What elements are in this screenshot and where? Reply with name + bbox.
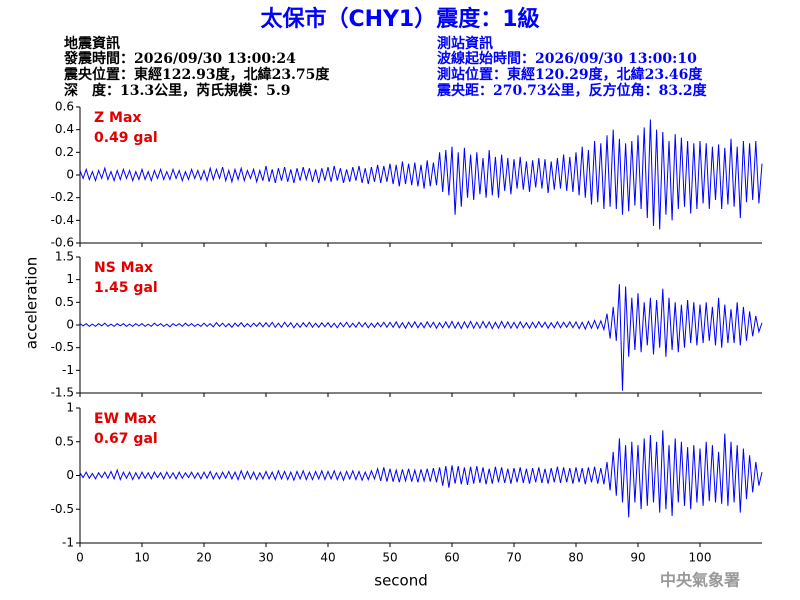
x-tick-label: 60: [444, 551, 459, 565]
y-axis-label: acceleration: [23, 257, 41, 349]
annotation: EW Max: [94, 411, 156, 427]
y-tick-label: -0.4: [51, 213, 74, 227]
y-tick-label: 0.5: [55, 434, 74, 448]
annotation: Z Max: [94, 110, 141, 126]
header-right: 波線起始時間：2026/09/30 13:00:10: [437, 50, 697, 67]
y-tick-label: 0: [66, 168, 74, 182]
header-left: 地震資訊: [64, 35, 120, 52]
y-tick-label: 0: [66, 318, 74, 332]
y-tick-label: -1.5: [51, 386, 74, 400]
watermark: 中央氣象署: [660, 571, 740, 590]
y-tick-label: 0.5: [55, 295, 74, 309]
y-tick-label: 0.2: [55, 145, 74, 159]
y-tick-label: 0: [66, 468, 74, 482]
y-tick-label: 1: [66, 401, 74, 415]
waveform: [79, 119, 763, 230]
x-tick-label: 30: [258, 551, 273, 565]
x-tick-label: 0: [76, 551, 84, 565]
waveform: [79, 284, 763, 391]
title: 太保市（CHY1）震度：1級: [260, 6, 539, 32]
header-left: 深 度：13.3公里，芮氏規模：5.9: [64, 82, 290, 99]
header-left: 震央位置：東經122.93度，北緯23.75度: [63, 66, 330, 83]
x-tick-label: 50: [382, 551, 397, 565]
annotation: NS Max: [94, 260, 153, 276]
waveform: [79, 430, 763, 518]
x-tick-label: 70: [506, 551, 521, 565]
header-left: 發震時間：2026/09/30 13:00:24: [63, 50, 296, 67]
x-tick-label: 40: [320, 551, 335, 565]
x-tick-label: 80: [568, 551, 583, 565]
y-tick-label: -1: [62, 363, 74, 377]
annotation: 1.45 gal: [94, 280, 158, 296]
x-tick-label: 10: [134, 551, 149, 565]
y-tick-label: -0.5: [51, 340, 74, 354]
y-tick-label: 0.4: [55, 122, 74, 136]
x-axis-label: second: [374, 572, 428, 590]
y-tick-label: -0.2: [51, 190, 74, 204]
y-tick-label: 1.5: [55, 250, 74, 264]
annotation: 0.67 gal: [94, 431, 158, 447]
annotation: 0.49 gal: [94, 130, 158, 146]
x-tick-label: 100: [689, 551, 712, 565]
header-right: 測站位置：東經120.29度，北緯23.46度: [437, 66, 703, 83]
y-tick-label: 0.6: [55, 100, 74, 114]
y-tick-label: -1: [62, 536, 74, 550]
y-tick-label: 1: [66, 272, 74, 286]
header-right: 測站資訊: [437, 35, 493, 52]
x-tick-label: 20: [196, 551, 211, 565]
y-tick-label: -0.6: [51, 236, 74, 250]
header-right: 震央距：270.73公里，反方位角：83.2度: [436, 82, 708, 99]
y-tick-label: -0.5: [51, 502, 74, 516]
x-tick-label: 90: [630, 551, 645, 565]
